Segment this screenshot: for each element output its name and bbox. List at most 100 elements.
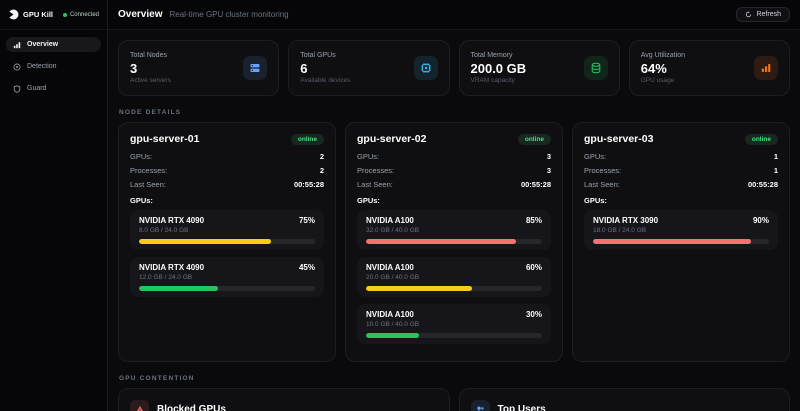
sidebar-nav: Overview Detection Guard (0, 30, 107, 103)
database-icon (583, 56, 608, 80)
gpu-name: NVIDIA A100 (366, 263, 414, 272)
stat-label: Avg Utilization (640, 52, 685, 59)
gpu-utilization: 30% (525, 310, 542, 319)
last-seen-label: Last Seen: (584, 180, 620, 189)
last-seen-value: 00:55:28 (747, 180, 778, 189)
blocked-gpus-card: Blocked GPUs NVIDIA RTX 3090 (node-003) … (118, 388, 450, 411)
warning-triangle-icon (130, 400, 149, 411)
gpus-count-label: GPUs: (130, 152, 153, 161)
processes-value: 1 (773, 166, 778, 175)
page-subtitle: Real-time GPU cluster monitoring (169, 10, 289, 19)
processes-label: Processes: (584, 166, 622, 175)
sidebar-item-label: Guard (27, 85, 47, 92)
node-card-gpu-server-02: gpu-server-02 online GPUs: 3 Processes: 3 … (345, 122, 563, 362)
gpu-memory: 32.0 GB / 40.0 GB (366, 227, 420, 234)
processes-value: 3 (546, 166, 551, 175)
top-users-card: Top Users 1 charlie 85% (458, 388, 790, 411)
stat-sublabel: Active servers (130, 77, 171, 84)
gpu-memory: 20.0 GB / 40.0 GB (366, 274, 420, 281)
sidebar: GPU Kill Connected Overview Detection (0, 0, 108, 411)
node-card-gpu-server-03: gpu-server-03 online GPUs: 1 Processes: 1 … (572, 122, 790, 362)
node-cards: gpu-server-01 online GPUs: 2 Processes: 2 … (118, 122, 790, 362)
gpu-utilization: 60% (525, 263, 542, 272)
stat-label: Total GPUs (300, 52, 336, 59)
content: Total Nodes 3 Active servers Total GPUs … (108, 30, 800, 411)
gpu-name: NVIDIA RTX 4090 (139, 216, 205, 225)
sidebar-item-label: Overview (27, 41, 59, 48)
gpus-count-label: GPUs: (584, 152, 607, 161)
stat-value: 3 (130, 61, 138, 76)
utilization-bar (366, 239, 542, 244)
gpu-tile: NVIDIA A100 85% 32.0 GB / 40.0 GB (357, 210, 551, 250)
status-badge: online (517, 133, 551, 145)
stat-label: Total Nodes (130, 52, 167, 59)
radar-icon (13, 63, 21, 70)
server-icon (243, 56, 268, 80)
gpu-name: NVIDIA A100 (366, 216, 414, 225)
utilization-bar (139, 286, 315, 291)
utilization-bar (139, 239, 315, 244)
bar-chart-icon (754, 56, 778, 80)
app-logo-icon (8, 9, 19, 20)
top-users-title: Top Users (497, 404, 546, 411)
sidebar-item-label: Detection (27, 63, 57, 70)
stat-value: 64% (640, 61, 667, 76)
utilization-bar (366, 333, 542, 338)
sidebar-item-guard[interactable]: Guard (6, 81, 101, 96)
processes-label: Processes: (130, 166, 168, 175)
connected-dot-icon (62, 12, 67, 17)
contention-row: Blocked GPUs NVIDIA RTX 3090 (node-003) … (118, 388, 790, 411)
refresh-icon (746, 11, 752, 18)
page-title: Overview (118, 9, 163, 20)
stat-card-avg-utilization: Avg Utilization 64% GPU usage (628, 40, 790, 96)
last-seen-value: 00:55:28 (293, 180, 324, 189)
gpu-tile: NVIDIA A100 60% 20.0 GB / 40.0 GB (357, 257, 551, 297)
section-label-node-details: NODE DETAILS (119, 109, 182, 116)
connection-status: Connected (62, 12, 99, 18)
main-area: Overview Real-time GPU cluster monitorin… (108, 0, 800, 411)
top-bar: Overview Real-time GPU cluster monitorin… (108, 0, 800, 30)
stat-sublabel: Available devices (300, 77, 351, 84)
gpus-count-value: 2 (319, 152, 324, 161)
stats-row: Total Nodes 3 Active servers Total GPUs … (118, 40, 790, 96)
processes-value: 2 (319, 166, 324, 175)
gpu-memory: 8.0 GB / 24.0 GB (139, 227, 189, 234)
status-badge: online (290, 133, 324, 145)
gpus-count-value: 3 (546, 152, 551, 161)
refresh-label: Refresh (756, 11, 781, 18)
stat-card-total-memory: Total Memory 200.0 GB VRAM capacity (458, 40, 620, 96)
node-name: gpu-server-03 (584, 133, 654, 145)
bar-chart-icon (13, 41, 21, 48)
gpu-utilization: 85% (525, 216, 542, 225)
app-title: GPU Kill (23, 10, 54, 19)
shield-icon (13, 84, 21, 93)
gpu-utilization: 45% (298, 263, 315, 272)
gpu-name: NVIDIA RTX 3090 (593, 216, 659, 225)
section-label-gpu-contention: GPU CONTENTION (119, 375, 195, 382)
stat-card-total-gpus: Total GPUs 6 Available devices (288, 40, 450, 96)
gpu-list-label: GPUs: (584, 196, 607, 205)
chip-icon (413, 56, 438, 80)
gpu-tile: NVIDIA RTX 4090 45% 12.0 GB / 24.0 GB (130, 257, 324, 297)
stat-label: Total Memory (470, 52, 513, 59)
status-badge: online (744, 133, 778, 145)
gpu-list-label: GPUs: (130, 196, 153, 205)
utilization-bar (366, 286, 542, 291)
refresh-button[interactable]: Refresh (736, 7, 790, 22)
gpus-count-value: 1 (773, 152, 778, 161)
stat-value: 200.0 GB (470, 61, 527, 76)
gpu-tile: NVIDIA RTX 4090 75% 8.0 GB / 24.0 GB (130, 210, 324, 250)
sidebar-item-overview[interactable]: Overview (6, 37, 101, 52)
sidebar-item-detection[interactable]: Detection (6, 59, 101, 74)
gpu-utilization: 75% (298, 216, 315, 225)
node-name: gpu-server-01 (130, 133, 200, 145)
gpus-count-label: GPUs: (357, 152, 380, 161)
gpu-utilization: 90% (752, 216, 769, 225)
stat-value: 6 (300, 61, 308, 76)
gpu-tile: NVIDIA A100 30% 10.0 GB / 40.0 GB (357, 304, 551, 344)
last-seen-label: Last Seen: (357, 180, 393, 189)
node-name: gpu-server-02 (357, 133, 427, 145)
gpu-name: NVIDIA RTX 4090 (139, 263, 205, 272)
gpu-tile: NVIDIA RTX 3090 90% 18.0 GB / 24.0 GB (584, 210, 778, 250)
